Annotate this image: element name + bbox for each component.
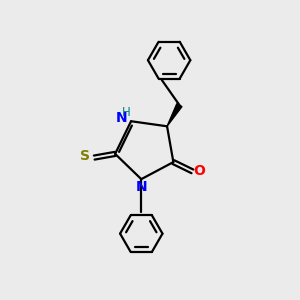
Polygon shape	[167, 103, 182, 126]
Text: N: N	[116, 111, 127, 125]
Text: S: S	[80, 149, 90, 163]
Text: N: N	[136, 180, 147, 194]
Text: H: H	[122, 106, 130, 119]
Text: O: O	[193, 164, 205, 178]
